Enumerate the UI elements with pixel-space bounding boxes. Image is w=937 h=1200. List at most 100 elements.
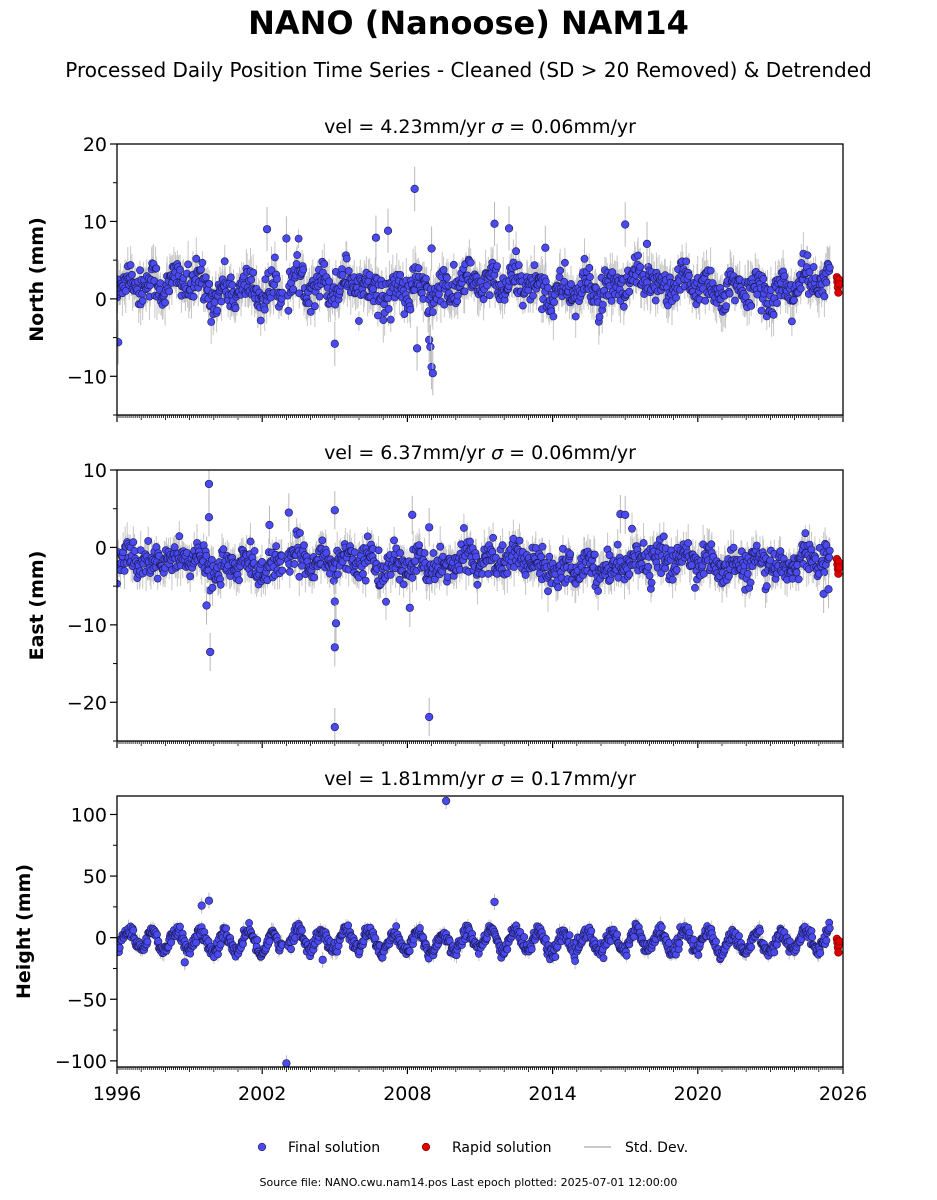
outlier-point — [541, 243, 550, 252]
data-point — [399, 580, 408, 589]
data-point — [289, 285, 298, 294]
data-point — [773, 299, 781, 307]
data-point — [176, 265, 184, 274]
outlier-point — [824, 585, 833, 594]
data-point — [634, 251, 642, 260]
data-point — [235, 576, 243, 585]
data-point — [285, 567, 294, 576]
outlier-point — [330, 506, 339, 515]
data-point — [208, 583, 217, 592]
outlier-point — [202, 601, 211, 610]
data-point — [794, 575, 803, 584]
data-point — [436, 542, 445, 551]
data-point — [220, 257, 229, 266]
data-point — [628, 524, 636, 533]
data-point — [743, 569, 752, 578]
data-point — [479, 295, 488, 304]
data-point — [550, 298, 558, 306]
x-ticks — [116, 415, 844, 422]
outlier-point — [204, 513, 214, 522]
data-point — [489, 533, 497, 542]
outlier-point — [425, 335, 434, 344]
outlier-point — [284, 508, 293, 517]
data-point — [741, 292, 750, 301]
data-point — [757, 306, 766, 315]
data-point — [374, 546, 383, 555]
data-point — [184, 260, 192, 269]
outlier-point — [371, 233, 381, 242]
data-point — [780, 272, 789, 280]
outlier-point — [330, 597, 339, 606]
data-point — [549, 312, 558, 321]
data-point — [820, 292, 829, 301]
data-point — [619, 302, 628, 311]
data-point — [126, 261, 135, 269]
data-point — [567, 280, 575, 288]
panel-title: vel = 4.23mm/yr σ = 0.06mm/yr — [324, 116, 636, 138]
data-point — [752, 541, 761, 550]
data-point — [258, 558, 266, 566]
data-point — [256, 316, 265, 325]
data-point — [296, 529, 304, 537]
data-point — [136, 266, 144, 275]
data-point — [473, 580, 482, 589]
data-point — [460, 287, 469, 296]
data-point — [384, 304, 393, 313]
outlier-point — [331, 619, 341, 628]
data-point — [278, 566, 287, 575]
data-point — [210, 298, 219, 307]
data-point — [382, 597, 390, 606]
data-point — [483, 281, 491, 290]
outlier-point — [265, 520, 274, 530]
data-point — [228, 280, 237, 289]
data-point — [790, 296, 798, 305]
data-point — [453, 291, 462, 300]
data-point — [519, 301, 527, 310]
y-tick-label: −10 — [67, 366, 107, 388]
data-point — [571, 312, 580, 321]
x-ticks — [116, 741, 844, 748]
data-point — [651, 296, 660, 305]
data-point — [530, 261, 539, 269]
y-tick-label: −10 — [67, 615, 107, 637]
data-point — [636, 262, 644, 271]
data-point — [216, 580, 225, 589]
data-point — [429, 549, 438, 557]
data-point — [659, 532, 668, 541]
data-point — [625, 287, 634, 296]
data-point — [165, 287, 174, 296]
data-point — [759, 274, 768, 283]
data-point — [350, 548, 359, 557]
data-point — [192, 254, 201, 263]
plot-frame — [116, 469, 844, 742]
data-point — [797, 259, 806, 267]
data-point — [342, 254, 351, 263]
data-point — [822, 278, 831, 287]
data-point — [161, 298, 169, 307]
outlier-point — [405, 603, 414, 612]
outlier-point — [330, 339, 339, 348]
data-point — [639, 539, 648, 547]
data-point — [685, 271, 693, 280]
data-point — [769, 310, 778, 319]
outlier-point — [206, 647, 215, 657]
outlier-point — [504, 224, 514, 233]
data-point — [420, 549, 429, 557]
data-point — [668, 575, 677, 584]
data-point — [544, 283, 552, 292]
data-point — [207, 318, 216, 326]
data-point — [390, 536, 398, 545]
data-point — [217, 297, 226, 306]
data-point — [491, 553, 500, 562]
data-point — [725, 572, 733, 581]
data-point — [219, 545, 228, 554]
outlier-point — [621, 220, 630, 229]
outlier-point — [408, 510, 417, 520]
final-solution-series — [117, 166, 843, 396]
data-point — [443, 273, 451, 282]
data-point — [199, 541, 208, 549]
rapid-point — [835, 563, 843, 572]
data-point — [485, 291, 494, 300]
y-tick-label: 0 — [95, 537, 107, 559]
